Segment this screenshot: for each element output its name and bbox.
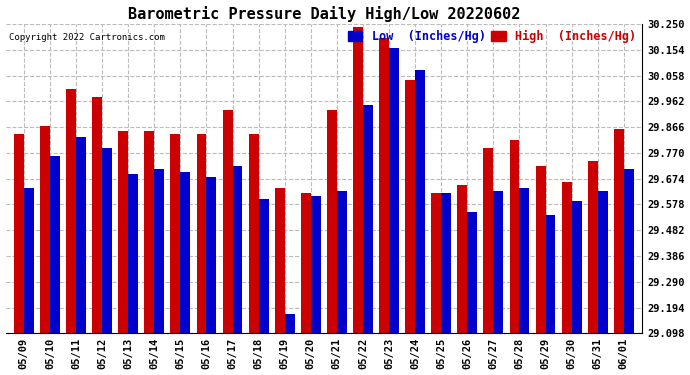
Bar — [66, 88, 76, 333]
Bar — [50, 156, 60, 333]
Bar — [128, 174, 138, 333]
Bar — [170, 134, 180, 333]
Bar — [327, 110, 337, 333]
Bar — [144, 132, 155, 333]
Bar — [223, 110, 233, 333]
Legend: Low  (Inches/Hg), High  (Inches/Hg): Low (Inches/Hg), High (Inches/Hg) — [343, 25, 641, 48]
Bar — [598, 190, 608, 333]
Bar — [248, 134, 259, 333]
Bar — [259, 199, 268, 333]
Bar — [467, 212, 477, 333]
Bar — [571, 201, 582, 333]
Bar — [275, 188, 285, 333]
Bar — [431, 193, 441, 333]
Text: Copyright 2022 Cartronics.com: Copyright 2022 Cartronics.com — [9, 33, 165, 42]
Bar — [441, 193, 451, 333]
Bar — [389, 48, 399, 333]
Bar — [379, 38, 389, 333]
Bar — [363, 105, 373, 333]
Bar — [535, 166, 546, 333]
Bar — [562, 183, 571, 333]
Bar — [509, 140, 520, 333]
Bar — [155, 169, 164, 333]
Bar — [310, 196, 321, 333]
Bar — [457, 185, 467, 333]
Bar — [206, 177, 217, 333]
Bar — [14, 134, 24, 333]
Bar — [614, 129, 624, 333]
Bar — [520, 188, 529, 333]
Bar — [405, 81, 415, 333]
Bar — [180, 172, 190, 333]
Bar — [92, 97, 102, 333]
Bar — [484, 148, 493, 333]
Bar — [40, 126, 50, 333]
Bar — [337, 190, 347, 333]
Title: Barometric Pressure Daily High/Low 20220602: Barometric Pressure Daily High/Low 20220… — [128, 6, 520, 21]
Bar — [353, 27, 363, 333]
Bar — [197, 134, 206, 333]
Bar — [118, 132, 128, 333]
Bar — [624, 169, 633, 333]
Bar — [588, 161, 598, 333]
Bar — [285, 314, 295, 333]
Bar — [301, 193, 310, 333]
Bar — [233, 166, 242, 333]
Bar — [24, 188, 34, 333]
Bar — [76, 137, 86, 333]
Bar — [493, 190, 503, 333]
Bar — [102, 148, 112, 333]
Bar — [546, 215, 555, 333]
Bar — [415, 70, 425, 333]
